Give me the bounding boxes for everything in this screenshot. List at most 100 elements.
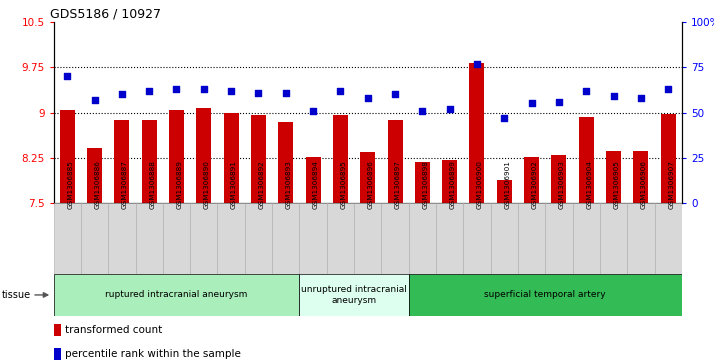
Bar xyxy=(408,203,436,274)
Bar xyxy=(169,110,184,203)
Text: percentile rank within the sample: percentile rank within the sample xyxy=(66,348,241,359)
Bar xyxy=(388,121,403,203)
Point xyxy=(526,101,538,106)
Text: GSM1306893: GSM1306893 xyxy=(286,160,292,209)
Bar xyxy=(278,122,293,203)
Bar xyxy=(491,203,518,274)
Bar xyxy=(87,148,102,203)
Bar xyxy=(573,203,600,274)
Bar xyxy=(600,203,627,274)
Bar xyxy=(272,203,299,274)
Text: GSM1306904: GSM1306904 xyxy=(586,160,592,209)
Point xyxy=(280,90,291,95)
Text: GSM1306901: GSM1306901 xyxy=(504,160,511,209)
Text: GSM1306887: GSM1306887 xyxy=(122,160,128,209)
Text: GSM1306894: GSM1306894 xyxy=(313,160,319,209)
Point xyxy=(362,95,373,101)
Point xyxy=(608,93,619,99)
Text: transformed count: transformed count xyxy=(66,325,163,335)
Bar xyxy=(545,203,573,274)
Point xyxy=(580,88,592,94)
Bar xyxy=(655,203,682,274)
Bar xyxy=(299,203,327,274)
Bar xyxy=(223,113,238,203)
Point xyxy=(389,91,401,97)
Bar xyxy=(497,180,512,203)
Bar xyxy=(463,203,491,274)
Text: unruptured intracranial
aneurysm: unruptured intracranial aneurysm xyxy=(301,285,407,305)
Text: GDS5186 / 10927: GDS5186 / 10927 xyxy=(51,8,161,21)
Text: superficial temporal artery: superficial temporal artery xyxy=(485,290,606,299)
Point xyxy=(307,108,318,114)
Text: GSM1306889: GSM1306889 xyxy=(176,160,183,209)
Bar xyxy=(109,203,136,274)
Point xyxy=(498,115,510,121)
Text: GSM1306899: GSM1306899 xyxy=(450,160,456,209)
Bar xyxy=(579,117,594,203)
Bar xyxy=(54,348,61,359)
Bar xyxy=(408,274,682,316)
Point xyxy=(663,86,674,92)
Text: GSM1306907: GSM1306907 xyxy=(668,160,674,209)
Bar xyxy=(354,203,381,274)
Point xyxy=(226,88,237,94)
Bar xyxy=(360,152,376,203)
Point xyxy=(116,91,128,97)
Bar xyxy=(606,151,621,203)
Text: GSM1306898: GSM1306898 xyxy=(423,160,428,209)
Bar xyxy=(54,203,81,274)
Bar xyxy=(660,114,675,203)
Text: GSM1306906: GSM1306906 xyxy=(641,160,647,209)
Bar xyxy=(54,324,61,336)
Bar xyxy=(196,108,211,203)
Text: GSM1306902: GSM1306902 xyxy=(532,160,538,209)
Point xyxy=(417,108,428,114)
Text: GSM1306897: GSM1306897 xyxy=(395,160,401,209)
Bar xyxy=(251,115,266,203)
Bar xyxy=(218,203,245,274)
Bar xyxy=(470,63,485,203)
Text: GSM1306896: GSM1306896 xyxy=(368,160,373,209)
Bar xyxy=(436,203,463,274)
Bar xyxy=(442,160,457,203)
Text: ruptured intracranial aneurysm: ruptured intracranial aneurysm xyxy=(105,290,248,299)
Bar xyxy=(136,203,163,274)
Bar xyxy=(141,120,156,203)
Bar xyxy=(381,203,408,274)
Point xyxy=(253,90,264,95)
Bar xyxy=(333,115,348,203)
Point xyxy=(553,99,565,105)
Bar xyxy=(627,203,655,274)
Bar xyxy=(114,120,129,203)
Bar xyxy=(190,203,218,274)
Text: GSM1306891: GSM1306891 xyxy=(231,160,237,209)
Point xyxy=(635,95,647,101)
Text: GSM1306900: GSM1306900 xyxy=(477,160,483,209)
Text: GSM1306903: GSM1306903 xyxy=(559,160,565,209)
Bar xyxy=(306,157,321,203)
Bar xyxy=(54,274,299,316)
Point xyxy=(335,88,346,94)
Text: GSM1306890: GSM1306890 xyxy=(203,160,210,209)
Text: tissue: tissue xyxy=(1,290,31,300)
Text: GSM1306895: GSM1306895 xyxy=(341,160,346,209)
Point xyxy=(198,86,209,92)
Point xyxy=(61,73,73,79)
Bar xyxy=(81,203,109,274)
Bar xyxy=(299,274,408,316)
Bar xyxy=(518,203,545,274)
Bar xyxy=(415,162,430,203)
Bar xyxy=(60,110,75,203)
Bar xyxy=(245,203,272,274)
Point xyxy=(89,97,100,103)
Bar xyxy=(524,157,539,203)
Bar xyxy=(633,151,648,203)
Bar xyxy=(163,203,190,274)
Text: GSM1306886: GSM1306886 xyxy=(94,160,101,209)
Text: GSM1306892: GSM1306892 xyxy=(258,160,264,209)
Point xyxy=(444,106,456,112)
Point xyxy=(171,86,182,92)
Bar xyxy=(327,203,354,274)
Text: GSM1306888: GSM1306888 xyxy=(149,160,155,209)
Point xyxy=(471,61,483,66)
